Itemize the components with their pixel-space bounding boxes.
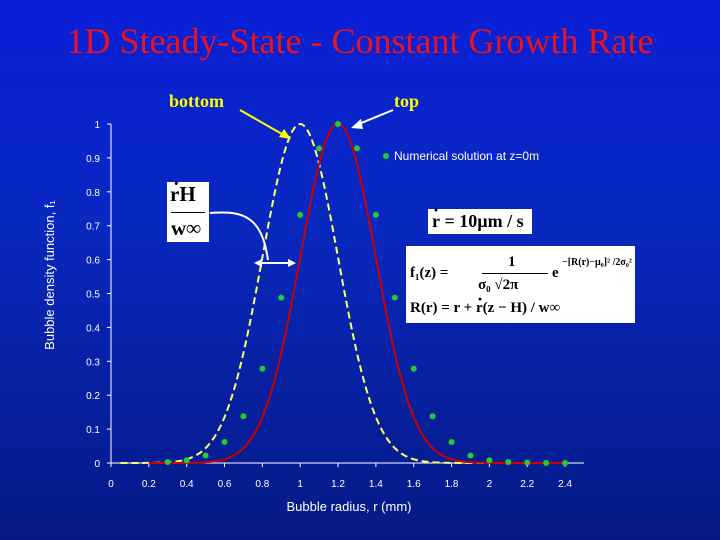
y-tick-label-6: 0.6 xyxy=(86,256,100,267)
y-tick-label-8: 0.8 xyxy=(86,188,100,199)
eq-denominator: σ₀ √2π xyxy=(478,277,519,293)
data-point-17 xyxy=(486,457,493,464)
x-tick-label-5: 1 xyxy=(297,479,303,490)
data-point-1 xyxy=(183,457,190,464)
leader-line xyxy=(209,211,269,261)
data-point-19 xyxy=(524,459,531,466)
markers xyxy=(164,121,569,466)
top-arrow-head xyxy=(351,119,363,129)
growth-rate-value: = 10µm / s xyxy=(440,211,524,231)
curve-bottom-dashed xyxy=(120,123,490,464)
data-point-7 xyxy=(297,211,304,218)
x-tick-label-6: 1.2 xyxy=(331,479,345,490)
data-point-6 xyxy=(278,294,285,301)
width-arrow-left-head xyxy=(254,258,262,267)
growth-rate-box: r = 10µm / s xyxy=(428,198,532,234)
data-point-11 xyxy=(372,211,379,218)
bottom-arrow-head xyxy=(279,129,291,139)
legend: Numerical solution at z=0m xyxy=(383,149,539,163)
data-point-5 xyxy=(259,365,266,372)
x-tick-label-8: 1.6 xyxy=(407,479,421,490)
eq-exp-base: e xyxy=(552,265,559,281)
data-point-12 xyxy=(391,294,398,301)
x-tick-label-11: 2.2 xyxy=(520,479,534,490)
fraction-bar xyxy=(171,212,205,213)
x-tick-label-1: 0.2 xyxy=(142,479,156,490)
legend-label: Numerical solution at z=0m xyxy=(394,149,539,163)
curve-top-solid xyxy=(148,122,566,464)
y-tick-label-3: 0.3 xyxy=(86,357,100,368)
annotation-arrows xyxy=(209,109,394,267)
data-point-2 xyxy=(202,452,209,459)
y-tick-label-4: 0.4 xyxy=(86,323,100,334)
x-tick-label-7: 1.4 xyxy=(369,479,383,490)
data-point-0 xyxy=(164,458,171,465)
y-axis-label: Bubble density function, f₁ xyxy=(42,200,57,350)
growth-rate-symbol: r xyxy=(432,198,440,234)
data-point-9 xyxy=(335,121,342,127)
eq-line2-b: (z − H) / w∞ xyxy=(482,300,561,316)
slide-title: 1D Steady-State - Constant Growth Rate xyxy=(66,21,654,61)
y-tick-label-5: 0.5 xyxy=(86,290,100,301)
eq-line2: R(r) = r + r(z − H) / w∞ xyxy=(410,289,561,317)
x-tick-label-4: 0.8 xyxy=(255,479,269,490)
x-tick-label-2: 0.4 xyxy=(180,479,194,490)
x-tick-label-12: 2.4 xyxy=(558,479,572,490)
data-point-16 xyxy=(467,452,474,459)
axes: 0 0.2 0.4 0.6 0.8 1 1.2 1.4 1.6 1.8 2 2.2 2.4 0 0.1 0.2… xyxy=(86,120,584,490)
equation-box: f₁(z) = 1 σ₀ √2π e −[R(r)−µ₀]² /2σ₀² R(r… xyxy=(406,246,635,323)
eq-exponent: −[R(r)−µ₀]² /2σ₀² xyxy=(562,257,632,268)
eq-lhs: f₁(z) = xyxy=(410,265,449,281)
rh-numerator: rH xyxy=(170,182,196,206)
y-tick-label-1: 0.1 xyxy=(86,425,100,436)
y-tick-label-2: 0.2 xyxy=(86,391,100,402)
rh-denominator: w∞ xyxy=(171,216,202,240)
legend-marker xyxy=(383,153,389,159)
data-point-21 xyxy=(562,460,569,466)
x-tick-label-10: 2 xyxy=(487,479,493,490)
y-tick-label-9: 0.9 xyxy=(86,154,100,165)
y-tick-label-7: 0.7 xyxy=(86,222,100,233)
width-arrow-right-head xyxy=(288,258,296,267)
data-point-13 xyxy=(410,365,417,372)
data-point-15 xyxy=(448,438,455,445)
data-point-14 xyxy=(429,413,436,420)
curves xyxy=(120,122,566,464)
data-point-10 xyxy=(353,145,360,152)
data-point-20 xyxy=(543,460,550,466)
x-tick-label-0: 0 xyxy=(108,479,114,490)
rh-over-w-box: · rH w∞ xyxy=(167,173,209,242)
data-point-8 xyxy=(316,145,323,152)
data-point-4 xyxy=(240,413,247,420)
bottom-label: bottom xyxy=(169,91,224,111)
data-point-3 xyxy=(221,438,228,445)
x-axis-label: Bubble radius, r (mm) xyxy=(287,499,412,514)
eq-fraction-bar xyxy=(482,273,548,274)
bottom-arrow-line xyxy=(239,109,290,139)
eq-line2-rdot: r xyxy=(476,289,483,317)
x-tick-label-9: 1.8 xyxy=(445,479,459,490)
rdot-mark: · xyxy=(173,173,180,195)
top-label: top xyxy=(394,91,419,111)
eq-line2-a: R(r) = r + xyxy=(410,300,476,316)
data-point-18 xyxy=(505,458,512,465)
eq-numerator: 1 xyxy=(508,254,516,270)
x-tick-label-3: 0.6 xyxy=(218,479,232,490)
y-tick-label-0: 0 xyxy=(94,459,100,470)
y-tick-label-10: 1 xyxy=(94,120,100,131)
